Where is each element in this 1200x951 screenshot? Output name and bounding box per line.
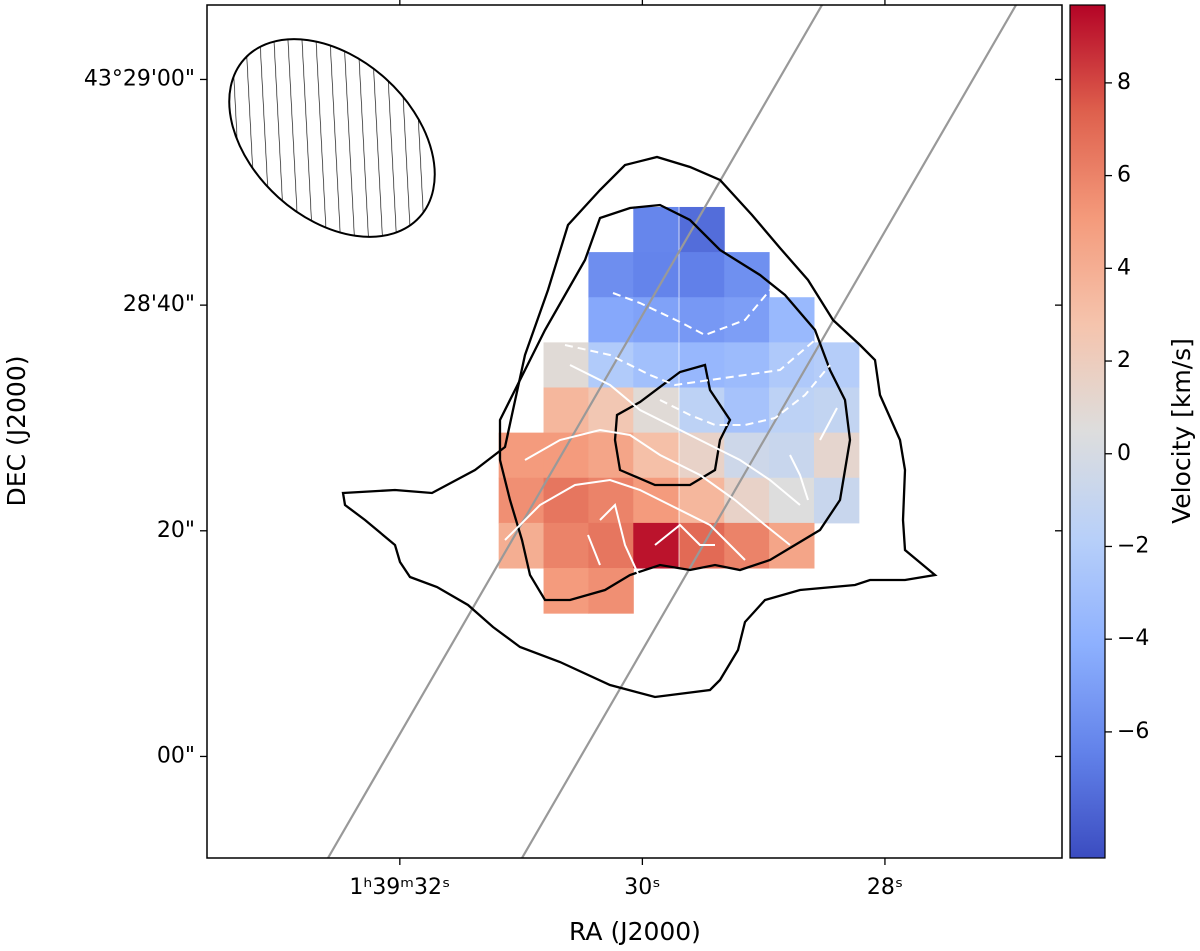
- cell: [543, 342, 589, 388]
- cell: [813, 477, 860, 524]
- y-tick-label: 00": [157, 743, 195, 768]
- cell: [588, 568, 634, 614]
- slit-edge: [521, 5, 1017, 858]
- cell: [724, 387, 770, 434]
- cell: [769, 432, 815, 479]
- colorbar-tick-label: 2: [1117, 348, 1131, 373]
- overlays: [327, 5, 1017, 858]
- colorbar-tick-label: 4: [1117, 255, 1131, 280]
- cell: [633, 206, 679, 253]
- cell: [588, 522, 634, 569]
- cell: [543, 387, 589, 434]
- y-tick-label: 28'40": [123, 292, 195, 317]
- cell: [724, 477, 770, 524]
- cell: [633, 297, 679, 343]
- y-axis-label: DEC (J2000): [2, 356, 31, 507]
- y-tick-label: 20": [157, 518, 195, 543]
- cell: [679, 206, 725, 253]
- colorbar-tick-label: 8: [1117, 70, 1131, 95]
- colorbar-tick-label: 0: [1117, 441, 1131, 466]
- velocity-contours: [504, 289, 838, 579]
- colorbar-label: Velocity [km/s]: [1167, 338, 1196, 524]
- cell: [543, 568, 589, 614]
- x-tick-label: 1ʰ39ᵐ32ˢ: [349, 875, 450, 900]
- cell: [724, 297, 770, 343]
- colorbar-tick-label: −2: [1117, 533, 1149, 558]
- beam: [228, 38, 436, 238]
- cell: [588, 477, 634, 524]
- cell: [769, 387, 815, 434]
- colorbar-tick-label: 6: [1117, 163, 1131, 188]
- x-tick-label: 30ˢ: [624, 875, 660, 900]
- x-axis-label: RA (J2000): [569, 917, 701, 946]
- colorbar-tick-label: −6: [1117, 719, 1149, 744]
- cell: [588, 342, 634, 388]
- cell: [588, 252, 634, 298]
- slit-edge: [327, 5, 823, 858]
- cell: [588, 297, 634, 343]
- cell: [679, 297, 725, 343]
- cell: [724, 252, 770, 298]
- cell: [813, 432, 860, 479]
- colorbar-tick-label: −4: [1117, 626, 1149, 651]
- cell: [679, 387, 725, 434]
- heatmap: [498, 206, 860, 614]
- x-tick-label: 28ˢ: [867, 875, 903, 900]
- contour: [498, 203, 852, 602]
- cell: [588, 432, 634, 479]
- contour: [613, 363, 732, 487]
- cell: [633, 522, 679, 569]
- cell: [543, 522, 589, 569]
- cell: [724, 342, 770, 388]
- cell: [633, 342, 679, 388]
- plot-frame: [206, 4, 1063, 859]
- cell: [679, 252, 725, 298]
- cell: [543, 477, 589, 524]
- cell: [633, 432, 679, 479]
- y-tick-label: 43°29'00": [84, 66, 195, 91]
- colorbar: [1069, 4, 1106, 859]
- cell: [498, 522, 545, 569]
- contour: [341, 155, 938, 699]
